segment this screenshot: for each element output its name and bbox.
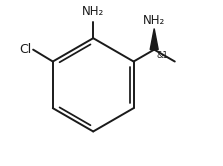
Text: NH₂: NH₂ — [82, 5, 104, 18]
Text: NH₂: NH₂ — [143, 14, 165, 27]
Text: Cl: Cl — [19, 43, 31, 56]
Polygon shape — [150, 29, 158, 50]
Text: &1: &1 — [156, 51, 168, 60]
